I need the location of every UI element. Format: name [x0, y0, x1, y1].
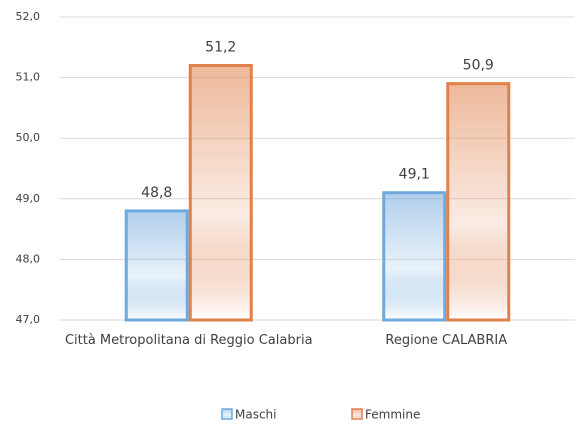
data-label: 51,2 — [205, 39, 236, 55]
y-tick-label: 51,0 — [16, 71, 41, 84]
y-tick-label: 49,0 — [16, 192, 41, 205]
y-tick-label: 52,0 — [16, 10, 41, 23]
legend-swatch — [221, 408, 233, 420]
x-tick-label: Città Metropolitana di Reggio Calabria — [64, 333, 313, 348]
data-label: 49,1 — [399, 167, 430, 183]
y-tick-label: 47,0 — [16, 313, 41, 326]
bar — [446, 82, 511, 322]
x-tick-label: Regione CALABRIA — [385, 333, 508, 348]
y-tick-label: 48,0 — [16, 252, 41, 265]
bar — [188, 63, 253, 322]
data-label: 48,8 — [141, 185, 172, 201]
data-label: 50,9 — [463, 58, 494, 74]
bar — [124, 209, 189, 322]
legend-swatch — [351, 408, 363, 420]
legend-label: Femmine — [365, 408, 420, 422]
bar — [382, 191, 447, 322]
legend-label: Maschi — [235, 408, 277, 422]
y-tick-label: 50,0 — [16, 131, 41, 144]
